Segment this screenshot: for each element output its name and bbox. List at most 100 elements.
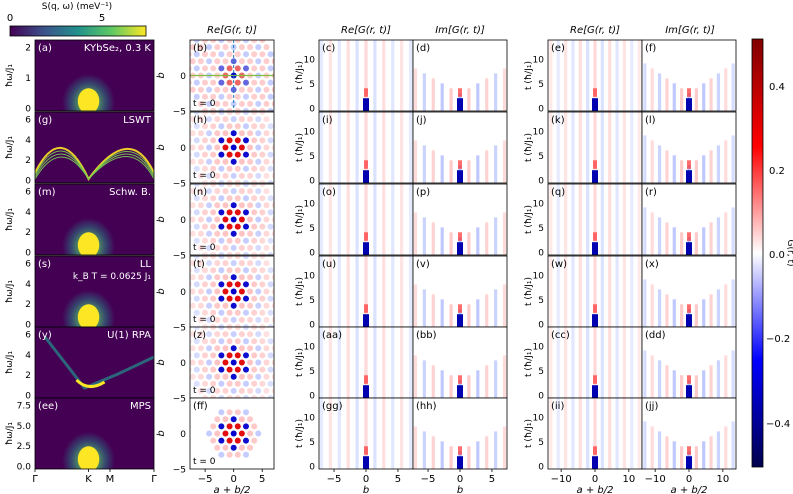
lattice-site <box>276 310 282 316</box>
correlation-stripe <box>542 40 545 111</box>
correlation-stripe <box>716 431 721 469</box>
lattice-site <box>238 274 245 281</box>
correlation-stripe <box>319 327 324 398</box>
lattice-site <box>193 51 200 58</box>
correlation-stripe <box>400 112 404 183</box>
lattice-site <box>226 65 233 72</box>
lattice-site <box>267 252 274 255</box>
correlation-stripe <box>400 40 404 111</box>
spacetime-xtick: 0 <box>457 474 463 485</box>
correlation-stripe <box>449 375 453 398</box>
correlation-stripe <box>431 222 435 255</box>
lattice-site <box>218 108 225 111</box>
panel-label: (y) <box>38 330 52 341</box>
correlation-stripe <box>694 446 698 469</box>
central-spot <box>363 456 369 469</box>
lattice-site <box>259 112 266 115</box>
lattice-site <box>193 267 200 274</box>
correlation-stripe <box>328 40 332 111</box>
lattice-site <box>292 180 298 186</box>
correlation-stripe <box>571 184 575 255</box>
lattice-site <box>197 116 204 123</box>
spacetime-frame <box>412 183 508 256</box>
lattice-site <box>247 345 254 352</box>
correlation-stripe <box>391 112 395 183</box>
lattice-site <box>242 423 249 430</box>
lattice-site <box>238 116 245 123</box>
correlation-stripe <box>440 299 444 327</box>
panel-label: (m) <box>38 187 56 198</box>
lattice-site <box>230 158 237 165</box>
lattice-site <box>296 245 302 251</box>
lattice-site <box>247 188 254 195</box>
correlation-stripe <box>346 398 350 469</box>
lattice-site <box>169 51 175 57</box>
lattice-site <box>280 145 286 151</box>
method-label-2: k_B T = 0.0625 J₁ <box>73 272 152 282</box>
lattice-site <box>242 51 249 58</box>
lattice-site <box>234 237 241 244</box>
lattice-site <box>292 324 298 330</box>
lattice-site <box>230 216 237 223</box>
correlation-stripe <box>739 274 742 327</box>
lattice-site <box>238 260 245 267</box>
correlation-stripe <box>542 398 545 469</box>
lattice-site <box>263 244 270 251</box>
lattice-site <box>197 100 204 107</box>
correlation-stripe <box>440 227 444 255</box>
correlation-stripe <box>622 256 627 327</box>
lattice-site <box>193 65 200 72</box>
lattice-site <box>267 223 274 230</box>
lattice-site <box>206 158 213 165</box>
lattice-site <box>292 310 298 316</box>
lattice-site <box>247 387 254 394</box>
lattice-site <box>263 100 270 107</box>
lattice-site <box>197 130 204 137</box>
central-spot-secondary <box>364 375 368 384</box>
lattice-site <box>190 331 196 338</box>
correlation-stripe <box>431 436 435 469</box>
lattice-site <box>251 65 258 72</box>
correlation-stripe <box>408 184 413 255</box>
lattice-site <box>255 373 262 380</box>
correlation-stripe <box>672 299 676 327</box>
lattice-site <box>210 40 217 43</box>
lattice-site <box>242 108 249 111</box>
lattice-site <box>238 86 245 93</box>
lattice-site <box>242 237 249 244</box>
correlation-stripe <box>657 217 662 255</box>
lattice-site <box>201 380 208 387</box>
lattice-site <box>242 93 249 100</box>
lattice-site <box>193 338 200 345</box>
central-spot-secondary <box>458 88 462 97</box>
lattice-site <box>234 451 241 458</box>
lattice-site <box>263 260 270 267</box>
panel-label: (c) <box>322 43 335 54</box>
spacetime-ytick: 10 <box>533 56 545 66</box>
lattice-site <box>238 158 245 165</box>
lattice-site <box>271 130 274 137</box>
correlation-stripe <box>337 184 341 255</box>
correlation-stripe <box>586 398 590 469</box>
lattice-site <box>190 302 196 309</box>
central-spot-secondary <box>458 375 462 384</box>
correlation-stripe <box>615 256 619 327</box>
correlation-stripe <box>739 345 742 398</box>
correlation-stripe <box>680 88 684 111</box>
lattice-site <box>259 137 266 144</box>
lattice-site <box>226 256 233 259</box>
lattice-site <box>271 316 274 323</box>
correlation-stripe <box>578 184 582 255</box>
correlation-stripe <box>571 327 575 398</box>
spacetime-ytick: 10 <box>304 414 316 424</box>
lattice-site <box>247 86 254 93</box>
column-title-c: Re[G(r, t)] <box>341 25 391 36</box>
lattice-site <box>280 101 286 107</box>
lattice-site <box>206 345 213 352</box>
lattice-site <box>193 309 200 316</box>
lattice-site <box>242 395 249 398</box>
lattice-site <box>169 123 175 129</box>
lattice-site <box>197 230 204 237</box>
lattice-site <box>242 65 249 72</box>
